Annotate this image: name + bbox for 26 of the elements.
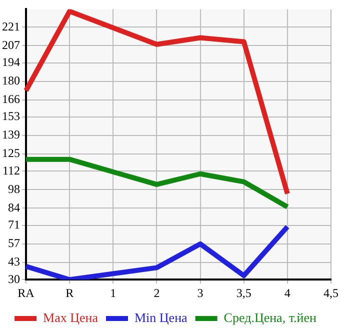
y-tick-label: 166 xyxy=(2,92,20,106)
x-tick-label: R xyxy=(66,286,74,300)
legend-label: Max Цена xyxy=(43,310,98,325)
y-tick-label: 221 xyxy=(2,19,20,34)
x-tick-label: 1 xyxy=(110,286,116,300)
y-tick-label: 57 xyxy=(8,236,20,250)
x-tick-label: 2 xyxy=(154,286,160,300)
x-tick-label: 3 xyxy=(197,286,204,300)
y-tick-label: 112 xyxy=(2,163,20,178)
y-tick-label: 153 xyxy=(2,109,20,124)
y-tick-label: 71 xyxy=(8,218,20,232)
x-tick-label: 3,5 xyxy=(236,286,252,300)
y-tick-label: 194 xyxy=(2,55,20,70)
legend-label: Сред.Цена, т.йен xyxy=(224,310,317,325)
y-tick-label: 30 xyxy=(8,272,20,286)
x-tick-label: RA xyxy=(18,286,35,300)
x-tick-label: 4,5 xyxy=(324,286,338,300)
y-tick-label: 139 xyxy=(2,128,20,142)
legend-label: Min Цена xyxy=(134,310,188,325)
y-tick-label: 98 xyxy=(8,182,20,196)
y-tick-label: 207 xyxy=(2,38,20,52)
x-tick-label: 4 xyxy=(284,286,290,300)
y-tick-label: 84 xyxy=(8,200,20,214)
y-tick-label: 43 xyxy=(8,254,20,269)
y-tick-label: 180 xyxy=(2,74,20,88)
y-tick-label: 125 xyxy=(2,146,20,160)
